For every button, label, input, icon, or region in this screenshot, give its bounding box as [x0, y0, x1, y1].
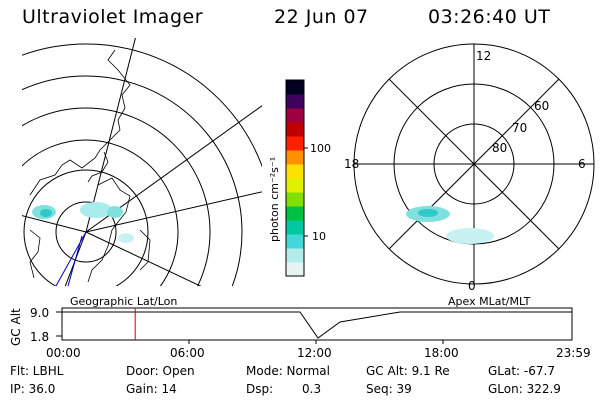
lat-circle — [22, 139, 179, 286]
meridian-line — [22, 215, 87, 233]
colorbar-band — [286, 136, 304, 151]
coastline — [139, 229, 151, 271]
coastline — [87, 151, 109, 183]
colorbar-band — [286, 220, 304, 235]
glon-label: GLon: 322.9 — [488, 382, 561, 396]
colorbar-band — [286, 164, 304, 179]
aurora-oval — [418, 209, 438, 217]
aurora-oval — [446, 228, 494, 244]
lat-circle — [55, 201, 117, 263]
mlt-label-bottom: 0 — [468, 279, 476, 293]
colorbar-band — [286, 150, 304, 165]
y-tick: 1.8 — [30, 330, 49, 344]
colorbar-band — [286, 178, 304, 193]
colorbar-band — [286, 234, 304, 249]
lat-circle — [22, 43, 262, 168]
timeline-frame — [61, 307, 573, 341]
colorbar-band — [286, 248, 304, 263]
x-tick: 00:00 — [46, 346, 81, 360]
x-tick: 06:00 — [170, 346, 205, 360]
seq-label: Seq: 39 — [366, 382, 412, 396]
colorbar-tick: 100 — [310, 142, 331, 155]
altitude-curve — [62, 311, 572, 339]
coastline — [87, 177, 131, 283]
date-label: 22 Jun 07 — [274, 6, 369, 28]
glat-label: GLat: -67.7 — [488, 364, 555, 378]
colorbar-band — [286, 206, 304, 221]
colorbar-band — [286, 108, 304, 123]
mode-label: Mode: Normal — [246, 364, 330, 378]
x-tick: 12:00 — [297, 346, 332, 360]
colorbar-unit: photon cm⁻²s⁻¹ — [268, 157, 281, 242]
ip-label: IP: 36.0 — [10, 382, 56, 396]
lat-circle — [22, 75, 243, 286]
x-tick: 23:59 — [556, 346, 591, 360]
mlt-label-right: 6 — [578, 157, 586, 171]
coastline — [29, 49, 131, 196]
right-panel-label: Apex MLat/MLT — [448, 295, 531, 308]
lat-circle — [23, 169, 149, 286]
meridian-line — [64, 231, 87, 286]
polar-plot — [353, 43, 595, 285]
satellite-track — [55, 231, 87, 286]
instrument-title: Ultraviolet Imager — [22, 6, 204, 28]
meridian-line — [85, 38, 136, 233]
satellite-track — [67, 235, 83, 286]
colorbar-band — [286, 262, 304, 277]
meridian-line — [85, 231, 202, 286]
coastline — [29, 229, 41, 279]
gc-alt-label: GC Alt: 9.1 Re — [366, 364, 450, 378]
dsp-value: 0.3 — [302, 382, 322, 396]
colorbar-band — [286, 192, 304, 207]
mlt-label-top: 12 — [476, 49, 491, 63]
x-tick: 18:00 — [424, 346, 459, 360]
time-label: 03:26:40 UT — [428, 6, 551, 28]
dsp-label: Dsp: — [246, 382, 274, 396]
lat-circle — [22, 107, 211, 286]
timeline-axis-title: GC Alt — [9, 308, 23, 346]
aurora-patch — [32, 202, 134, 243]
colorbar — [286, 80, 304, 277]
colorbar-band — [286, 122, 304, 137]
colorbar-band — [286, 94, 304, 109]
door-label: Door: Open — [126, 364, 195, 378]
mlat-label: 80 — [492, 141, 507, 155]
mlat-label: 60 — [534, 99, 549, 113]
mlat-label: 70 — [512, 121, 527, 135]
left-panel-label: Geographic Lat/Lon — [70, 295, 178, 308]
flt-label: Flt: LBHL — [10, 364, 64, 378]
gain-label: Gain: 14 — [126, 382, 177, 396]
mlt-label-left: 18 — [344, 157, 359, 171]
colorbar-frame — [285, 79, 305, 277]
colorbar-band — [286, 80, 304, 95]
y-tick: 9.0 — [30, 306, 49, 320]
colorbar-tick: 10 — [312, 230, 326, 243]
meridian-line — [85, 191, 262, 233]
